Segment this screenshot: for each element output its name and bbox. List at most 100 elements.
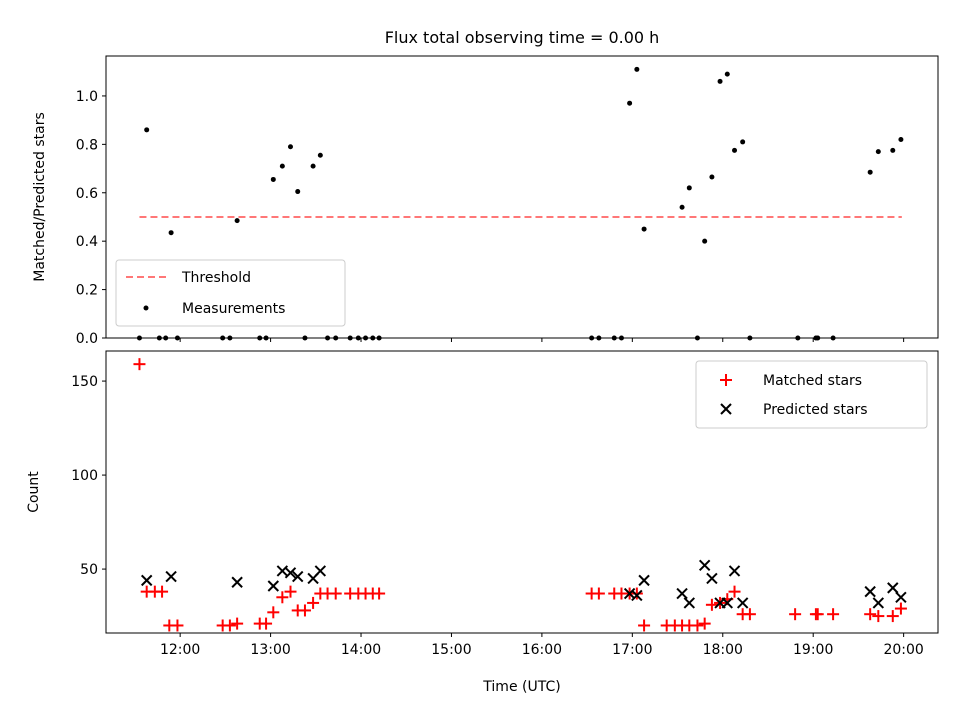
matched-star-point	[373, 587, 386, 600]
matched-star-point	[705, 598, 718, 611]
predicted-star-point	[165, 570, 177, 583]
matched-star-point	[811, 608, 824, 621]
top-axes-frame	[105, 55, 939, 339]
predicted-star-point	[887, 582, 899, 594]
matched-star-point	[267, 606, 280, 619]
predicted-star-point	[736, 597, 749, 609]
predicted-star-point	[292, 570, 304, 583]
matched-star-point	[156, 585, 169, 598]
predicted-star-point	[706, 572, 718, 585]
bottom-ytick-label: 50	[80, 562, 98, 578]
bottom-xtick-label: 14:00	[341, 642, 381, 658]
matched-star-point	[886, 610, 899, 623]
predicted-star-point	[721, 597, 733, 609]
bottom-legend-box	[695, 360, 928, 429]
measurement-point	[717, 78, 723, 84]
measurement-point	[740, 139, 746, 145]
predicted-star-point	[728, 565, 741, 577]
legend-predicted-label: Predicted stars	[763, 402, 868, 418]
bottom-ylabel: Count	[26, 471, 42, 513]
bottom-axes-frame	[105, 350, 939, 634]
bottom-yticks: 50 100 150	[71, 374, 106, 578]
predicted-star-point	[140, 574, 153, 587]
top-ytick-label: 0.6	[76, 186, 98, 202]
measurement-point	[295, 189, 301, 195]
bottom-xtick-label: 16:00	[522, 642, 562, 658]
top-legend-box	[115, 259, 346, 327]
legend-measurements-label: Measurements	[182, 301, 285, 317]
matched-star-point	[789, 608, 802, 621]
top-xticks	[179, 338, 905, 342]
measurement-point	[234, 218, 240, 224]
measurement-point	[709, 174, 715, 180]
matched-star-point	[698, 617, 711, 630]
legend-measurements-swatch	[143, 305, 149, 311]
matched-star-point	[592, 587, 605, 600]
predicted-star-point	[683, 597, 696, 609]
matched-star-point	[223, 619, 236, 632]
measurement-point	[679, 204, 685, 210]
predicted-star-point	[864, 585, 876, 598]
bottom-xtick-label: 18:00	[703, 642, 743, 658]
matched-star-point	[894, 602, 907, 615]
predicted-star-point	[231, 576, 243, 588]
measurement-point	[279, 163, 285, 169]
measurement-point	[634, 66, 640, 72]
measurement-point	[641, 226, 647, 232]
top-panel: 0.0 0.2 0.4 0.6 0.8 1.0 Matched/Predicted sta…	[32, 55, 939, 347]
matched-star-point	[329, 587, 342, 600]
measurement-point	[867, 169, 873, 175]
bottom-ytick-label: 150	[71, 374, 98, 390]
bottom-xtick-label: 20:00	[883, 642, 923, 658]
matched-star-point	[864, 608, 877, 621]
measurement-point	[724, 71, 730, 77]
predicted-star-point	[284, 567, 297, 579]
predicted-star-point	[698, 559, 711, 572]
top-ytick-label: 0.4	[76, 234, 98, 250]
top-legend: Threshold Measurements	[115, 259, 346, 327]
matched-star-point	[260, 617, 273, 630]
matched-star-point	[827, 608, 840, 621]
measurement-point	[875, 149, 881, 155]
bottom-marks	[133, 358, 907, 632]
predicted-star-point	[872, 597, 885, 609]
bottom-xtick-label: 12:00	[160, 642, 200, 658]
bottom-xticks: 12:00 13:00 14:00 15:00 16:00 17:00 18:00 19:00…	[160, 633, 924, 658]
top-ytick-label: 0.2	[76, 283, 98, 299]
predicted-star-point	[895, 591, 907, 603]
matched-star-point	[276, 591, 289, 604]
bottom-xtick-label: 17:00	[612, 642, 652, 658]
top-ylabel: Matched/Predicted stars	[32, 112, 48, 282]
bottom-ytick-label: 100	[71, 468, 98, 484]
bottom-xtick-label: 15:00	[431, 642, 471, 658]
matched-star-point	[171, 619, 184, 632]
predicted-star-point	[631, 589, 643, 602]
legend-predicted-swatch	[720, 403, 732, 415]
bottom-xtick-label: 19:00	[793, 642, 833, 658]
matched-star-point	[298, 604, 311, 617]
predicted-star-point	[638, 574, 650, 587]
legend-threshold-label: Threshold	[181, 270, 251, 286]
chart-title: Flux total observing time = 0.00 h	[385, 28, 660, 47]
matched-star-point	[133, 358, 146, 371]
measurement-point	[686, 185, 692, 191]
matched-star-point	[691, 619, 704, 632]
measurement-point	[317, 152, 323, 158]
measurement-point	[732, 147, 738, 153]
measurement-point	[270, 176, 276, 182]
matched-star-point	[630, 587, 643, 600]
measurement-point	[144, 127, 150, 133]
measurement-point	[168, 230, 174, 236]
measurement-point	[287, 144, 293, 150]
measurement-point	[310, 163, 316, 169]
matched-star-point	[284, 585, 297, 598]
top-ytick-label: 0.0	[76, 331, 98, 347]
measurement-point	[890, 147, 896, 153]
matched-star-point	[728, 585, 741, 598]
bottom-xtick-label: 13:00	[250, 642, 290, 658]
top-ytick-label: 0.8	[76, 137, 98, 153]
predicted-star-point	[314, 565, 327, 577]
top-ytick-label: 1.0	[76, 89, 98, 105]
